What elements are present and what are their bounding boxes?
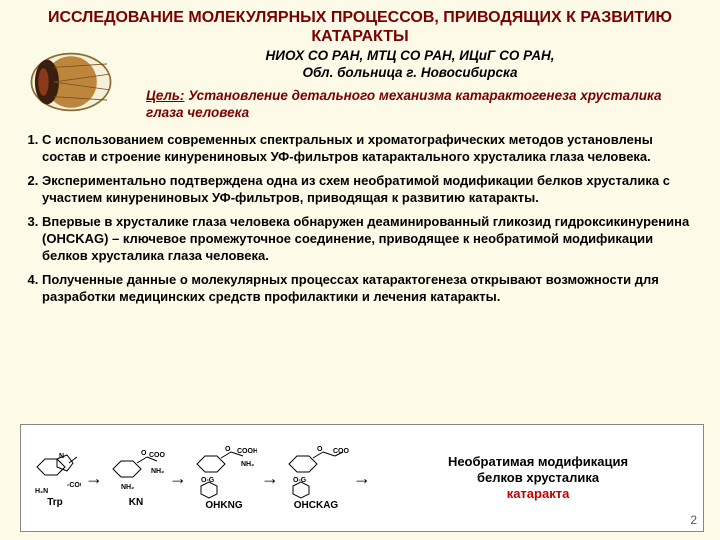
point-item: Впервые в хрусталике глаза человека обна… <box>42 214 694 264</box>
slide-number: 2 <box>690 513 697 527</box>
reaction-arrow: → <box>165 468 191 489</box>
molecule-ohckag: O COOH O-G OHCKAG <box>283 446 349 511</box>
points-list: С использованием современных спектральны… <box>0 126 720 306</box>
affiliation-line-1: НИОХ СО РАН, МТЦ СО РАН, ИЦиГ СО РАН, <box>120 48 700 65</box>
svg-text:H₂N: H₂N <box>35 488 48 495</box>
goal-text: Установление детального механизма катара… <box>146 88 662 120</box>
svg-text:NH₂: NH₂ <box>241 461 254 468</box>
eye-diagram <box>28 50 114 114</box>
molecule-kn: O COOH NH₂ NH₂ KN <box>107 449 165 508</box>
molecule-label: Trp <box>47 497 63 508</box>
svg-text:N: N <box>59 453 64 460</box>
molecule-label: OHKNG <box>205 500 242 511</box>
reaction-arrow: → <box>349 468 375 489</box>
page-title: ИССЛЕДОВАНИЕ МОЛЕКУЛЯРНЫХ ПРОЦЕССОВ, ПРИ… <box>20 8 700 46</box>
svg-text:COOH: COOH <box>237 448 257 455</box>
molecule-ohkng: O COOH NH₂ O-G OHKNG <box>191 446 257 511</box>
svg-text:O: O <box>225 446 231 453</box>
svg-text:-COOH: -COOH <box>67 482 81 489</box>
molecule-label: OHCKAG <box>294 500 338 511</box>
svg-text:COOH: COOH <box>333 448 349 455</box>
svg-text:NH₂: NH₂ <box>121 484 134 491</box>
title-block: ИССЛЕДОВАНИЕ МОЛЕКУЛЯРНЫХ ПРОЦЕССОВ, ПРИ… <box>0 0 720 48</box>
reaction-panel: N -COOH H₂N Trp → O COOH NH₂ NH₂ KN → O … <box>20 424 704 532</box>
caption-cataract: катаракта <box>381 486 695 502</box>
caption-line: Необратимая модификация <box>381 454 695 470</box>
reaction-arrow: → <box>81 468 107 489</box>
point-item: Экспериментально подтверждена одна из сх… <box>42 173 694 206</box>
header-text: НИОХ СО РАН, МТЦ СО РАН, ИЦиГ СО РАН, Об… <box>114 48 700 122</box>
svg-text:NH₂: NH₂ <box>151 468 164 475</box>
goal-label: Цель: <box>146 88 184 103</box>
point-item: Полученные данные о молекулярных процесс… <box>42 272 694 305</box>
svg-text:COOH: COOH <box>149 452 165 459</box>
header-row: НИОХ СО РАН, МТЦ СО РАН, ИЦиГ СО РАН, Об… <box>0 48 720 126</box>
caption-line: белков хрусталика <box>381 470 695 486</box>
svg-text:O: O <box>317 446 323 453</box>
molecule-trp: N -COOH H₂N Trp <box>29 449 81 508</box>
molecule-label: KN <box>129 497 143 508</box>
result-caption: Необратимая модификация белков хрусталик… <box>375 454 695 503</box>
point-item: С использованием современных спектральны… <box>42 132 694 165</box>
affiliation-line-2: Обл. больница г. Новосибирска <box>120 65 700 82</box>
goal-line: Цель: Установление детального механизма … <box>120 88 700 122</box>
reaction-arrow: → <box>257 468 283 489</box>
svg-text:O: O <box>141 450 147 457</box>
